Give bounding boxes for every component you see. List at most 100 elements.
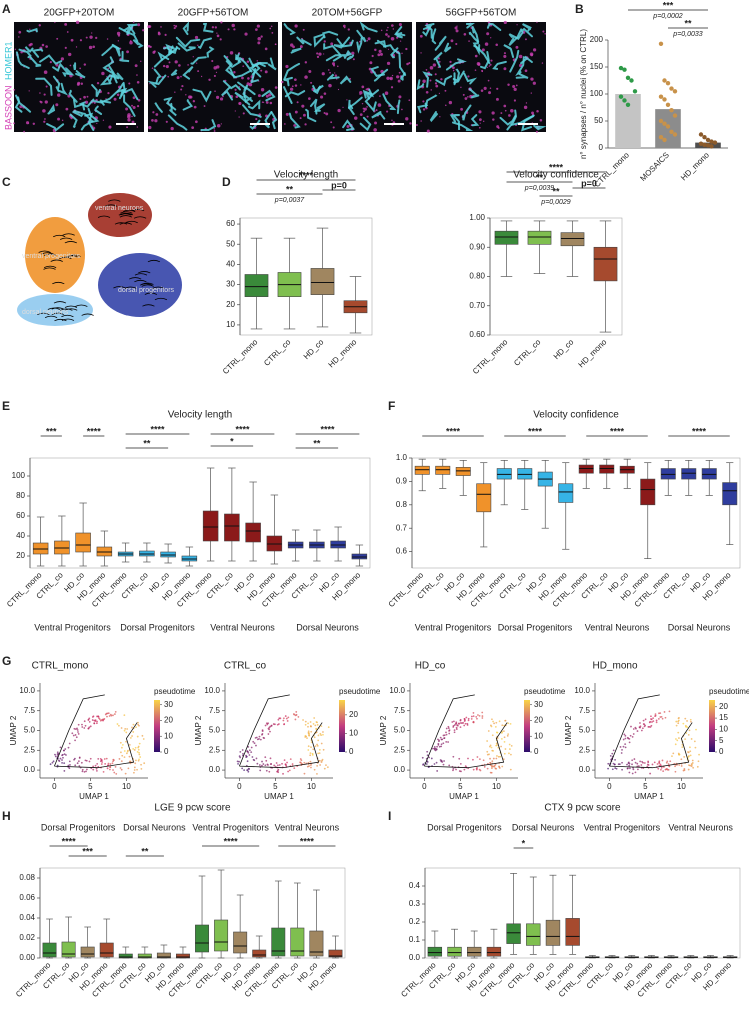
cell-point	[675, 738, 677, 740]
y-tick-label: 60	[16, 511, 25, 520]
micrograph-fiber	[305, 108, 317, 123]
cell-point	[285, 717, 288, 720]
cell-point	[687, 751, 690, 754]
cell-point	[269, 730, 271, 733]
cell-point	[628, 771, 631, 774]
cell-point	[73, 758, 75, 761]
velocity-arrow	[62, 233, 75, 236]
micrograph-speck	[178, 64, 181, 67]
micrograph-speck	[152, 111, 155, 114]
micrograph-speck	[371, 54, 374, 58]
micrograph-fiber	[153, 68, 162, 85]
y-tick-label: 0.2	[409, 917, 421, 926]
cell-point	[639, 722, 641, 724]
group-label: Ventral Neurons	[210, 622, 275, 632]
micrograph-speck	[127, 113, 131, 117]
cell-point	[674, 770, 677, 773]
cell-point	[123, 750, 126, 752]
cell-point	[312, 723, 315, 725]
y-tick-label: 2.5	[579, 745, 591, 754]
micrograph-speck	[140, 60, 142, 63]
micrograph-speck	[325, 112, 329, 116]
velocity-arrow	[61, 318, 75, 321]
micrograph-speck	[264, 47, 268, 51]
cell-point	[503, 736, 506, 739]
cell-point	[247, 767, 250, 770]
cell-point	[649, 726, 652, 728]
box	[75, 532, 91, 553]
micrograph-speck	[129, 40, 132, 42]
velocity-arrow	[113, 286, 126, 289]
data-point	[658, 135, 664, 140]
micrograph-speck	[396, 36, 399, 39]
cell-point	[655, 719, 658, 722]
micrograph-speck	[332, 64, 336, 67]
micrograph-speck	[174, 25, 178, 28]
cell-point	[426, 754, 429, 757]
micrograph-speck	[215, 71, 218, 73]
micrograph-speck	[191, 126, 195, 130]
cell-point	[139, 756, 142, 758]
cell-point	[652, 720, 655, 723]
cell-point	[493, 722, 495, 725]
cell-point	[634, 771, 637, 774]
significance-label: ****	[300, 836, 315, 846]
colorbar-tick-label: 20	[349, 710, 358, 719]
micrograph-speck	[219, 97, 224, 101]
data-point	[669, 108, 674, 113]
micrograph-fiber	[347, 96, 363, 116]
cell-point	[614, 767, 617, 769]
data-point	[632, 89, 638, 94]
micrograph-fiber	[192, 88, 212, 103]
micrograph-speck	[361, 102, 364, 105]
micrograph-speck	[200, 75, 203, 78]
cell-point	[307, 730, 310, 733]
micrograph-fiber	[242, 104, 262, 118]
data-point	[622, 67, 627, 72]
micrograph-fiber	[270, 111, 278, 130]
cell-point	[439, 736, 442, 739]
cell-point	[112, 769, 114, 771]
micrograph-fiber	[251, 63, 261, 76]
micrograph-speck	[180, 88, 183, 91]
micrograph-speck	[375, 109, 378, 112]
data-point	[669, 129, 674, 134]
velocity-arrow	[44, 315, 58, 318]
micrograph-speck	[160, 26, 162, 28]
cell-point	[689, 750, 692, 753]
micrograph-speck	[401, 52, 403, 55]
cell-point	[96, 762, 99, 765]
cell-point	[64, 748, 67, 750]
cell-point	[691, 763, 693, 766]
box	[506, 923, 521, 944]
micrograph-speck	[337, 65, 339, 68]
cell-point	[127, 767, 130, 770]
data-point	[705, 137, 711, 143]
significance-label: ****	[549, 162, 564, 172]
group-label: Ventral Neurons	[585, 622, 650, 632]
significance-label: p=0,0037	[274, 197, 305, 204]
micrograph-speck	[316, 52, 319, 55]
micrograph-speck	[504, 109, 507, 112]
cell-point	[611, 752, 614, 755]
cell-point	[61, 754, 63, 757]
cell-point	[261, 729, 264, 732]
micrograph-speck	[255, 117, 258, 121]
micrograph-speck	[422, 79, 426, 83]
cell-point	[459, 719, 462, 722]
micrograph-speck	[374, 121, 377, 125]
y-tick-label: 2.5	[394, 745, 406, 754]
micrograph-fiber	[14, 94, 23, 113]
x-tick-label: 5	[458, 782, 463, 791]
cell-point	[472, 758, 474, 761]
micrograph-speck	[214, 90, 216, 92]
micrograph-speck	[408, 61, 411, 65]
cell-point	[487, 730, 490, 732]
cell-point	[327, 726, 330, 729]
data-point	[665, 124, 671, 129]
velocity-arrow	[53, 234, 66, 238]
y-tick-label: 0.0	[409, 953, 421, 962]
micrograph-fiber	[429, 111, 438, 123]
micrograph-fiber	[72, 109, 85, 118]
micrograph-speck	[422, 100, 425, 103]
